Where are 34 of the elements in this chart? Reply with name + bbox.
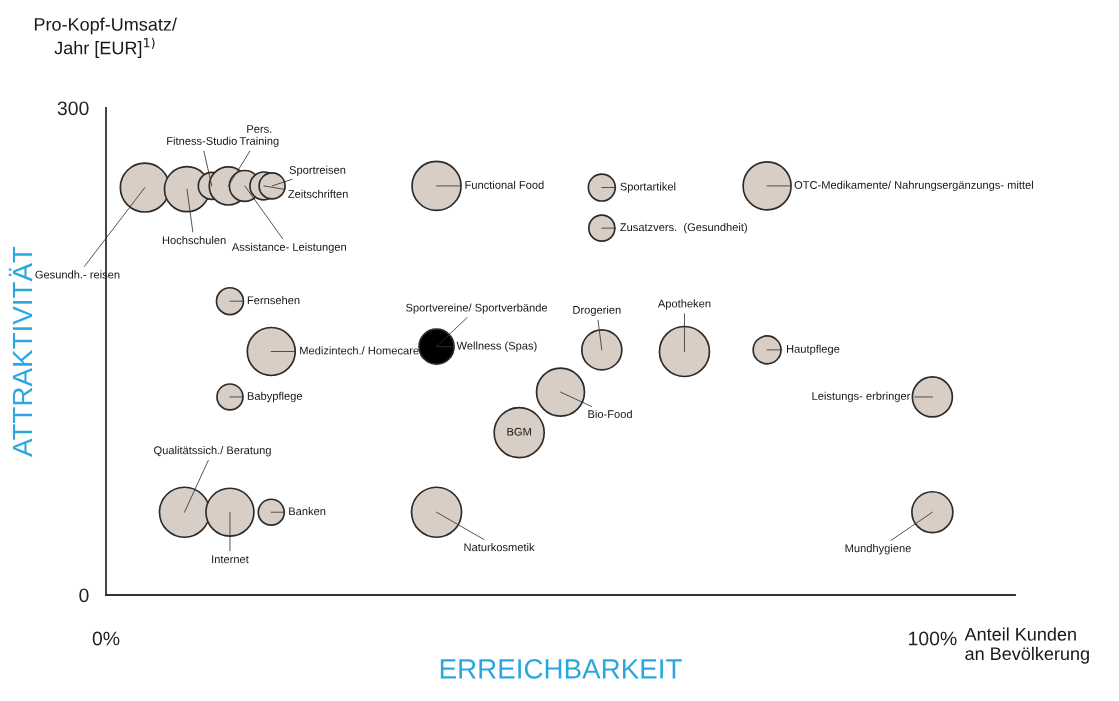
annotation: Sportvereine/ Sportverbände xyxy=(406,303,548,314)
text: Anteil Kunden an Bevölkerung xyxy=(964,627,1089,664)
annotation: Internet xyxy=(212,555,249,564)
annotation: Zusatzvers. (Gesundheit) xyxy=(620,222,747,234)
annotation: Babypflege xyxy=(247,391,303,403)
annotation: Bio-Food xyxy=(588,409,632,419)
annotation: Hochschulen xyxy=(162,235,226,245)
annotation: Zeitschriften xyxy=(288,189,348,198)
annotation: Mundhygiene xyxy=(845,544,911,555)
annotation: Qualitätssich./ Beratung xyxy=(154,446,271,457)
annotation: Fitness-Studio xyxy=(167,136,237,145)
y-axis-title: ATTRAKTIVITÄT xyxy=(8,246,33,457)
annotation: Fernsehen xyxy=(247,296,300,305)
annotation: Apotheken xyxy=(657,299,711,310)
annotation: Sportartikel xyxy=(620,182,676,193)
annotation: Medizintech./ Homecare xyxy=(300,346,419,355)
annotation: Pers. Training xyxy=(239,125,279,148)
annotation: Naturkosmetik xyxy=(464,543,535,552)
annotation: Assistance- Leistungen xyxy=(231,242,346,254)
annotation: Wellness (Spas) xyxy=(456,341,537,352)
annotation: Leistungs- erbringer xyxy=(812,391,911,403)
annotation: Drogerien xyxy=(573,305,621,317)
text: Pro-Kopf-Umsatz/ Jahr [EUR]$^{1)}$ xyxy=(34,17,177,58)
y-tick-label: 300 xyxy=(57,101,89,116)
annotation: Banken xyxy=(289,507,326,516)
x-tick-label: 100% xyxy=(908,631,957,646)
annotation: OTC-Medikamente/ Nahrungsergänzungs- mittel xyxy=(794,180,1033,192)
y-tick-label: 0 xyxy=(79,588,89,603)
annotation: Hautpflege xyxy=(787,344,840,356)
annotation: Sportreisen xyxy=(289,165,346,177)
annotation: BGM xyxy=(507,427,531,436)
x-tick-label: 0% xyxy=(92,631,120,646)
x-axis-title: ERREICHBARKEIT xyxy=(440,659,682,679)
annotation: Functional Food xyxy=(465,180,544,189)
